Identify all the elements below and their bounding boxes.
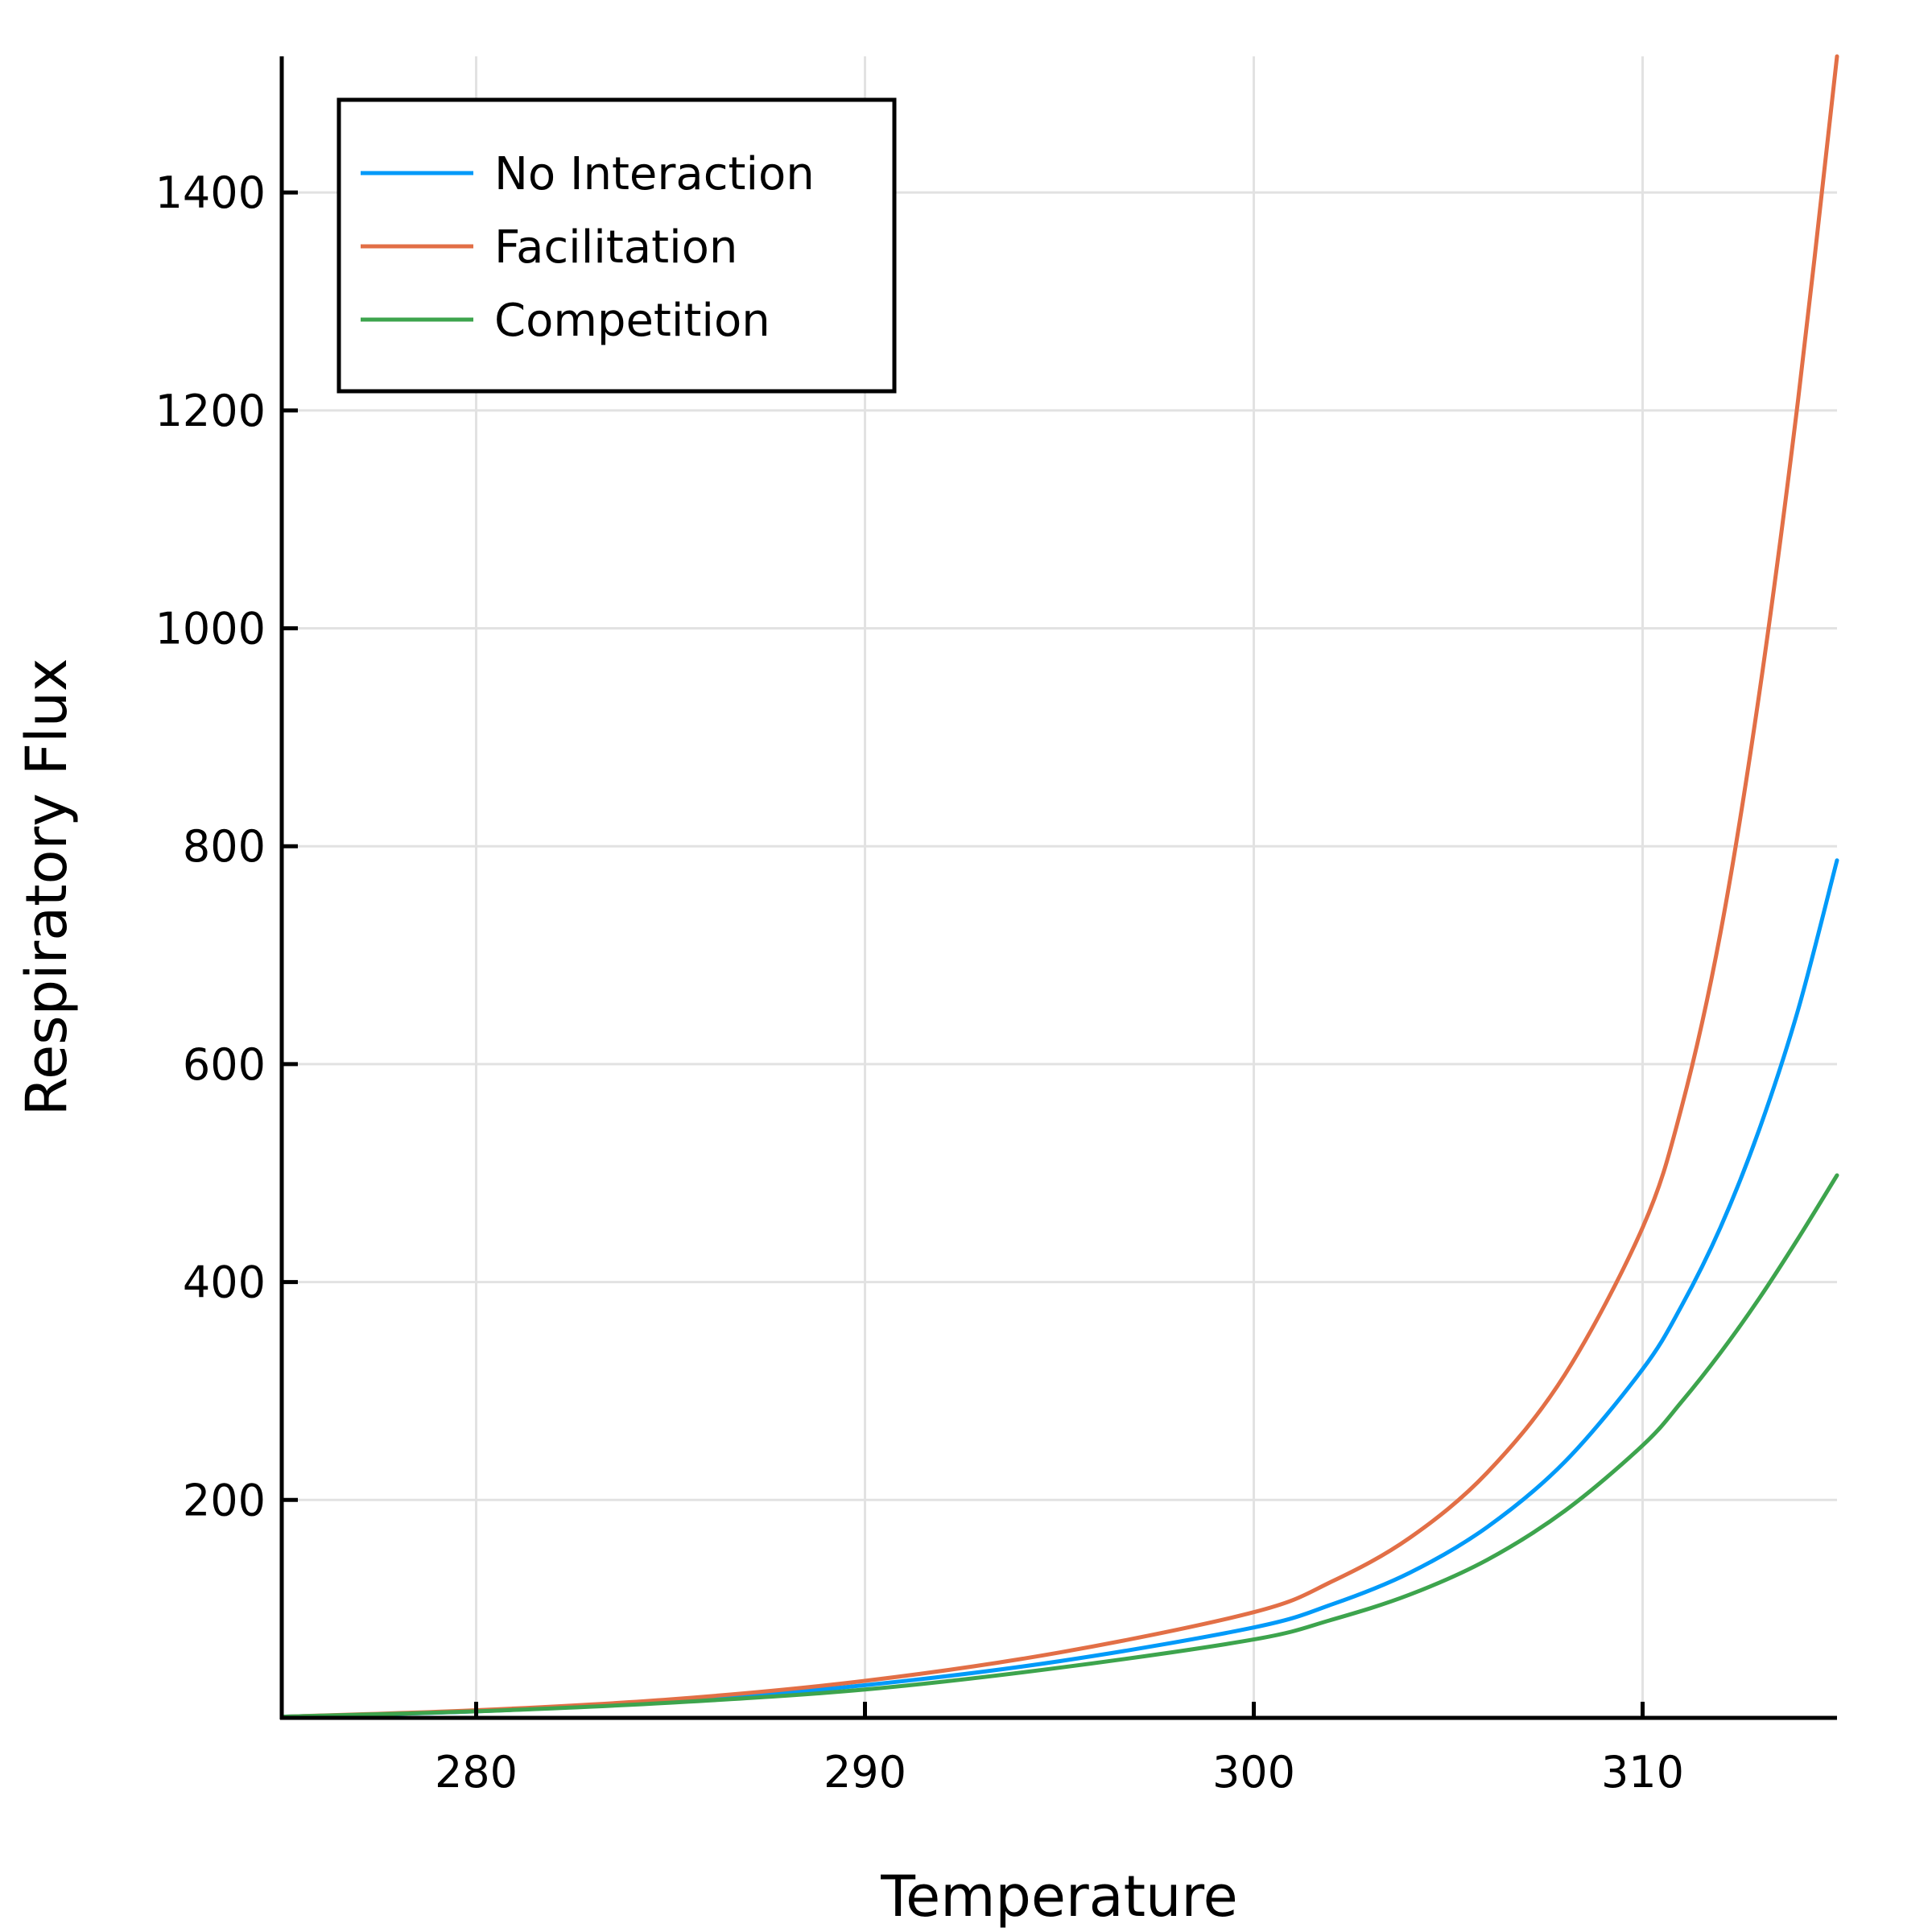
x-tick-label: 300 [1212, 1747, 1295, 1798]
y-tick-label: 200 [183, 1475, 266, 1525]
y-tick-label: 800 [183, 821, 266, 872]
y-tick-label: 1400 [155, 167, 266, 218]
y-axis-title: Respiratory Flux [14, 658, 80, 1117]
x-axis-title: Temperature [880, 1864, 1237, 1930]
legend: No Interaction Facilitation Competition [336, 97, 897, 394]
legend-items: No Interaction Facilitation Competition [361, 148, 815, 347]
legend-label: Competition [494, 295, 770, 347]
series-layer [279, 54, 1839, 1719]
x-tick-label: 290 [824, 1747, 906, 1798]
legend-label: No Interaction [494, 148, 815, 200]
y-tick-label: 1000 [155, 604, 266, 654]
y-tick-label: 1200 [155, 386, 266, 436]
axes-layer [279, 56, 1837, 1720]
x-tick-label: 310 [1601, 1747, 1684, 1798]
ticks-layer: 280 290 300 310 200 400 600 800 1000 1200 1400 [155, 167, 1684, 1798]
y-tick-label: 400 [183, 1257, 266, 1308]
x-tick-label: 280 [435, 1747, 518, 1798]
series-line-facilitation [279, 54, 1839, 1719]
legend-label: Facilitation [494, 221, 737, 274]
y-tick-label: 600 [183, 1039, 266, 1090]
series-line-no-interaction [279, 858, 1839, 1719]
series-line-competition [279, 1173, 1839, 1719]
